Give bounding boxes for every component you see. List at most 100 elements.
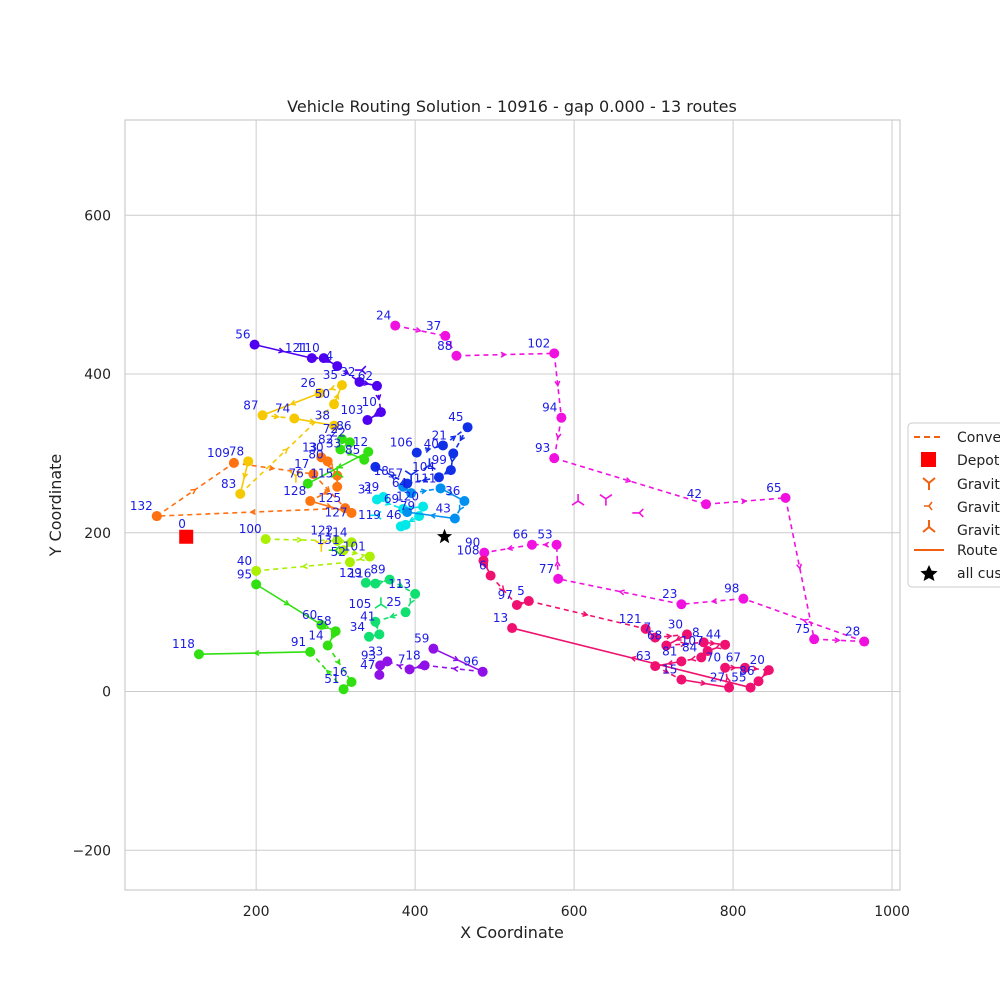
customer-point [402,478,413,489]
customer-point [485,570,496,581]
point-label: 41 [360,609,375,623]
route-arrow [273,413,280,420]
route-arrow [283,599,291,606]
point-label: 33 [368,644,383,658]
route-arrow [325,502,333,509]
customer-point [257,410,268,421]
customer-point [477,666,488,677]
point-label: 13 [493,611,508,625]
customer-point [344,437,355,448]
point-label: 69 [384,492,399,506]
point-label: 99 [432,453,447,467]
chart-title: Vehicle Routing Solution - 10916 - gap 0… [287,97,737,116]
route-arrow [452,665,459,673]
route-arrow [351,549,359,556]
point-label: 121 [619,612,642,626]
point-label: 32 [340,365,355,379]
route-arrow [329,384,336,391]
customer-point [435,483,446,494]
customer-point [370,461,381,472]
customer-point [374,669,385,680]
route-arrow [663,668,670,674]
customer-point [302,478,313,489]
customer-point [330,626,341,637]
point-label: 6 [479,559,487,573]
route-arrow [447,490,454,496]
customer-point [243,456,254,467]
depot-marker [179,529,194,544]
customer-point [462,422,473,433]
route-arrow [453,655,460,662]
customer-point [400,519,411,530]
customer-point [344,557,355,568]
point-label: 80 [308,448,323,462]
point-label: 108 [457,544,480,558]
route-segment [375,466,408,485]
point-label: 30 [668,617,683,631]
point-label: 96 [463,655,478,669]
route-arrow [296,536,304,543]
point-label: 20 [750,653,765,667]
point-label: 107 [681,634,704,648]
point-label: 114 [325,525,348,539]
route-arrow [301,563,308,570]
point-label: 47 [360,658,375,672]
customer-point [763,665,774,676]
customer-point [640,623,651,634]
route-segment [265,538,338,542]
route-arrow [555,432,562,440]
customer-point [306,353,317,364]
route-arrow [282,447,289,455]
customer-point [418,501,429,512]
point-label: 86 [739,664,754,678]
route-arrow [542,541,550,548]
point-label: 45 [448,410,463,424]
customer-point [745,682,756,693]
route-arrow [796,563,803,571]
gravity-marker [289,470,303,483]
point-label: 125 [318,491,341,505]
point-label: 81 [662,644,677,658]
route-arrow [242,472,249,480]
customer-point [549,453,560,464]
route-arrow [554,560,561,567]
point-label: 116 [348,567,371,581]
point-label: 129 [339,566,362,580]
point-label: 55 [731,671,746,685]
point-label: 58 [316,614,331,628]
route-arrow [459,435,466,442]
grid [125,120,900,890]
point-label: 88 [437,339,452,353]
route-arrow [358,555,365,562]
route-arrow [363,380,370,387]
customer-point [371,380,382,391]
customer-point [305,496,316,507]
point-label: 44 [706,628,721,642]
point-label: 40 [424,437,439,451]
point-label: 4 [326,349,334,363]
point-label: 38 [315,409,330,423]
customer-point [193,649,204,660]
route-arrow [710,598,718,605]
point-label: 15 [662,663,677,677]
point-label: 63 [636,649,651,663]
point-label: 35 [323,368,338,382]
legend-label-6: Route [957,543,998,559]
center-star-marker [436,528,453,544]
customer-point [676,674,687,685]
customer-point [553,573,564,584]
route-arrow [327,463,334,470]
customer-point [780,492,791,503]
point-label: 31 [358,482,373,496]
legend-label-2: Depot [957,453,1000,469]
point-label: 91 [291,635,306,649]
route-arrow [740,498,748,505]
point-label: 118 [172,637,195,651]
point-label: 111 [414,471,437,485]
point-label: 93 [535,441,550,455]
customer-point [440,330,451,341]
route-arrow [752,665,759,672]
